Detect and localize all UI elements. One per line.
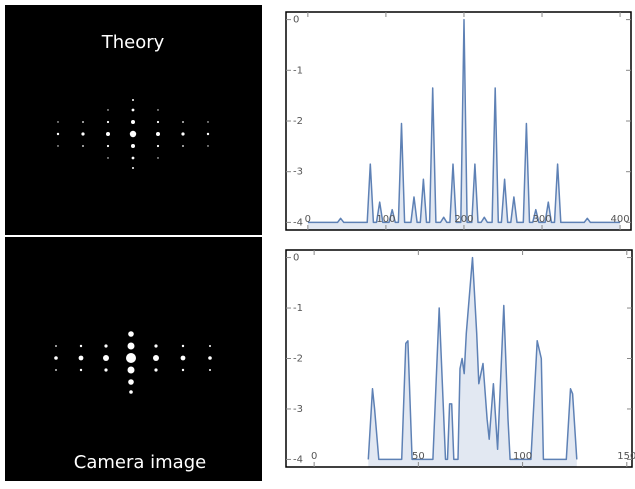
theory-image xyxy=(5,5,262,235)
x-tick-label: 0 xyxy=(311,451,317,462)
y-tick-label: -2 xyxy=(293,354,303,365)
y-tick-label: -1 xyxy=(293,303,303,314)
x-tick-label: 150 xyxy=(617,451,635,462)
x-tick-label: 200 xyxy=(454,214,473,225)
x-tick-label: 0 xyxy=(305,214,311,225)
y-tick-label: 0 xyxy=(293,253,299,264)
camera-label: Camera image xyxy=(74,452,206,473)
x-tick-label: 100 xyxy=(513,451,532,462)
theory-label: Theory xyxy=(101,32,165,53)
x-tick-label: 300 xyxy=(532,214,551,225)
area-fill xyxy=(368,257,577,467)
x-tick-label: 50 xyxy=(412,451,425,462)
y-tick-label: 0 xyxy=(293,15,299,26)
y-tick-label: -1 xyxy=(293,65,303,76)
y-tick-label: -2 xyxy=(293,116,303,127)
line xyxy=(367,256,578,461)
y-tick-label: -4 xyxy=(293,217,303,228)
y-tick-label: -3 xyxy=(293,404,303,415)
y-tick-label: -4 xyxy=(293,454,303,465)
line xyxy=(307,18,621,224)
area-fill xyxy=(307,19,621,230)
x-tick-label: 100 xyxy=(376,214,395,225)
camera-spots xyxy=(54,331,212,394)
theory-spots xyxy=(56,99,210,169)
plot-frame xyxy=(285,11,632,231)
x-tick-label: 400 xyxy=(611,214,630,225)
y-tick-label: -3 xyxy=(293,167,303,178)
